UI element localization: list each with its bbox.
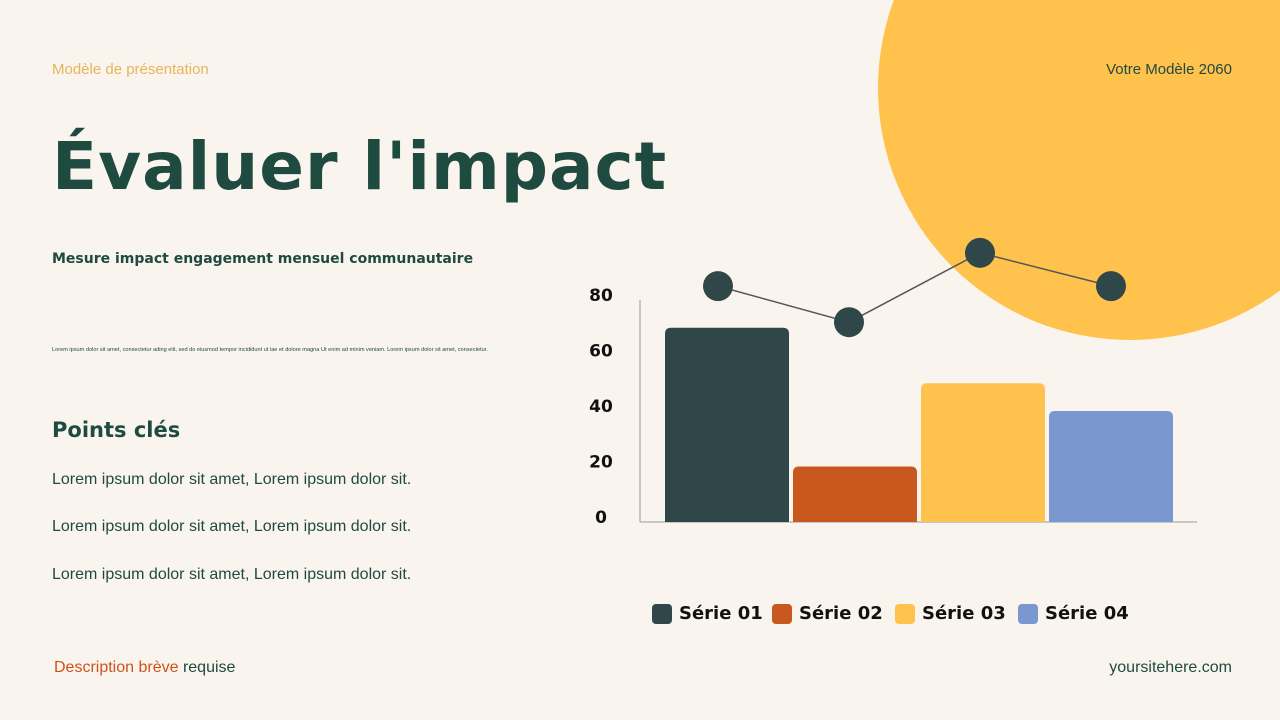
decor-circle bbox=[878, 0, 1280, 340]
footer-description: Description brève requise bbox=[54, 659, 235, 677]
key-point: Lorem ipsum dolor sit amet, Lorem ipsum … bbox=[52, 471, 412, 488]
line-point bbox=[703, 271, 733, 302]
legend-label: Série 04 bbox=[1045, 603, 1129, 624]
header-right: Votre Modèle 2060 bbox=[1106, 61, 1232, 78]
legend-swatch bbox=[652, 604, 672, 624]
legend-swatch bbox=[1018, 604, 1038, 624]
legend-swatch bbox=[895, 604, 915, 624]
bar bbox=[793, 466, 917, 522]
line-point bbox=[834, 307, 864, 338]
legend-label: Série 02 bbox=[799, 603, 883, 624]
key-point: Lorem ipsum dolor sit amet, Lorem ipsum … bbox=[52, 518, 412, 535]
line-point bbox=[1096, 271, 1126, 302]
y-tick-label: 40 bbox=[589, 397, 613, 417]
title: Évaluer l'impact bbox=[52, 128, 668, 205]
bar bbox=[665, 327, 789, 522]
legend-label: Série 03 bbox=[922, 603, 1006, 624]
y-tick-label: 20 bbox=[589, 453, 613, 473]
bar bbox=[1049, 411, 1173, 522]
line bbox=[717, 252, 1112, 324]
line-point bbox=[965, 237, 995, 268]
subtitle: Mesure impact engagement mensuel communa… bbox=[52, 251, 474, 267]
header-left: Modèle de présentation bbox=[52, 61, 209, 78]
key-point: Lorem ipsum dolor sit amet, Lorem ipsum … bbox=[52, 566, 412, 583]
body-text: Lorem ipsum dolor sit amet, consectetur … bbox=[52, 347, 488, 353]
key-points-heading: Points clés bbox=[52, 418, 181, 442]
legend-swatch bbox=[772, 604, 792, 624]
footer-description-suffix: requise bbox=[182, 659, 236, 676]
footer-description-main: Description brève bbox=[54, 659, 179, 676]
bar bbox=[921, 383, 1045, 522]
y-tick-label: 80 bbox=[589, 286, 613, 306]
y-tick-label: 0 bbox=[595, 508, 607, 528]
y-tick-label: 60 bbox=[589, 342, 613, 362]
legend-label: Série 01 bbox=[679, 603, 763, 624]
website: yoursitehere.com bbox=[1109, 659, 1232, 676]
